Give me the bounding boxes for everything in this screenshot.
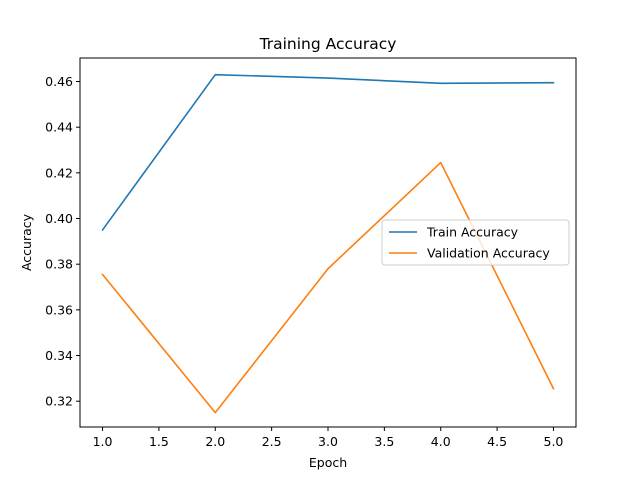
legend-frame [381, 219, 570, 266]
x-tick-label: 4.5 [487, 434, 507, 449]
y-tick-label: 0.40 [45, 211, 73, 226]
series-line-0 [101, 73, 555, 232]
y-tick-label: 0.42 [45, 165, 73, 180]
x-tick-label: 3.0 [318, 434, 338, 449]
y-tick-label: 0.44 [45, 120, 73, 135]
x-tick-label: 2.0 [205, 434, 225, 449]
y-axis-label: Accuracy [19, 213, 34, 271]
legend-label-1: Validation Accuracy [427, 246, 550, 261]
legend: Train Accuracy Validation Accuracy [381, 219, 570, 266]
y-tick-label: 0.36 [45, 302, 73, 317]
chart-title: Training Accuracy [259, 35, 397, 53]
x-tick-label: 1.5 [149, 434, 169, 449]
y-tick-label: 0.32 [45, 394, 73, 409]
x-tick-label: 5.0 [544, 434, 564, 449]
legend-label-0: Train Accuracy [426, 225, 519, 240]
y-tick-label: 0.34 [45, 348, 73, 363]
x-tick-label: 1.0 [93, 434, 113, 449]
y-tick-label: 0.46 [45, 74, 73, 89]
x-tick-label: 4.0 [431, 434, 451, 449]
x-tick-label: 3.5 [374, 434, 394, 449]
x-tick-label: 2.5 [262, 434, 282, 449]
y-tick-label: 0.38 [45, 257, 73, 272]
x-axis-label: Epoch [309, 455, 347, 470]
